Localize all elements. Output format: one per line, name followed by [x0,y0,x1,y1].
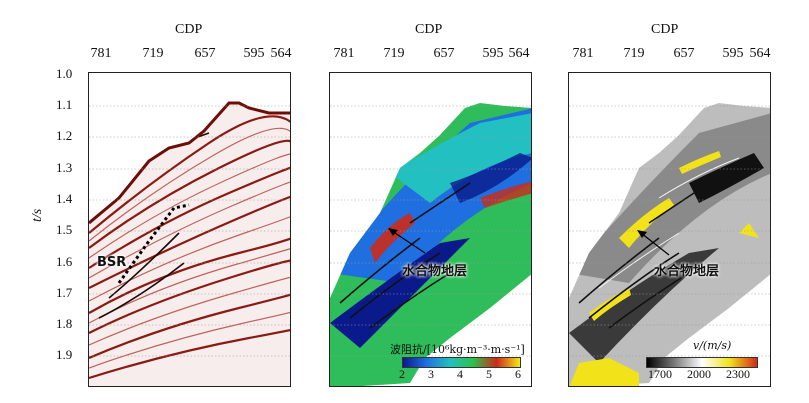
y-tick: 1.2 [56,128,73,143]
y-tick: 1.0 [56,66,73,81]
colorbar-tick: 6 [515,367,521,381]
x-tick: 781 [572,46,594,61]
x-tick: 564 [508,46,530,61]
y-tick: 1.1 [56,97,73,112]
colorbar-tick: 2000 [687,367,711,381]
colorbar-tick: 2300 [726,367,750,381]
hydrate-layer-label: 水合物地层 [654,264,720,279]
x-tick: 595 [243,46,265,61]
y-tick: 1.9 [56,347,73,362]
x-tick: 595 [482,46,504,61]
x-tick: 781 [90,46,112,61]
y-tick: 1.4 [56,191,73,206]
x-tick: 719 [383,46,405,61]
x-tick: 657 [673,46,695,61]
seismic-section-image [89,73,290,386]
x-tick: 781 [333,46,355,61]
velocity-panel: 水合物地层 v/(m/s) 1700 2000 2300 [568,72,771,387]
colorbar-tick: 3 [428,367,434,381]
colorbar-tick: 1700 [648,367,672,381]
x-tick: 719 [142,46,164,61]
y-tick: 1.7 [56,285,73,300]
impedance-panel: 水合物地层 波阻抗/[10⁶kg·m⁻³·m·s⁻¹] 2 3 4 5 6 [329,72,532,387]
cdp-title-right: CDP [651,22,679,37]
y-tick: 1.5 [56,222,73,237]
y-axis-label: t/s [30,208,45,222]
x-tick: 564 [749,46,771,61]
y-tick: 1.8 [56,316,73,331]
x-tick: 657 [194,46,216,61]
velocity-image [569,73,770,386]
cdp-title-left: CDP [175,22,203,37]
hydrate-layer-label: 水合物地层 [402,264,468,279]
impedance-image [330,73,531,386]
bsr-dotted-line [117,203,190,284]
colorbar-tick: 4 [457,367,463,381]
colorbar-tick: 2 [399,367,405,381]
seismic-section-panel: BSR [88,72,291,387]
colorbar-tick: 5 [486,367,492,381]
x-tick: 657 [433,46,455,61]
arrow-icon [388,228,426,254]
x-tick: 595 [722,46,744,61]
colorbar-title: v/(m/s) [693,339,732,352]
y-tick: 1.6 [56,254,73,269]
colorbar-title: 波阻抗/[10⁶kg·m⁻³·m·s⁻¹] [390,343,525,356]
arrow-icon [637,230,670,256]
x-tick: 719 [623,46,645,61]
y-tick: 1.3 [56,160,73,175]
x-tick: 564 [270,46,292,61]
impedance-colorbar [402,357,521,368]
bsr-label: BSR [97,255,127,270]
cdp-title-middle: CDP [415,22,443,37]
velocity-colorbar [646,357,758,368]
